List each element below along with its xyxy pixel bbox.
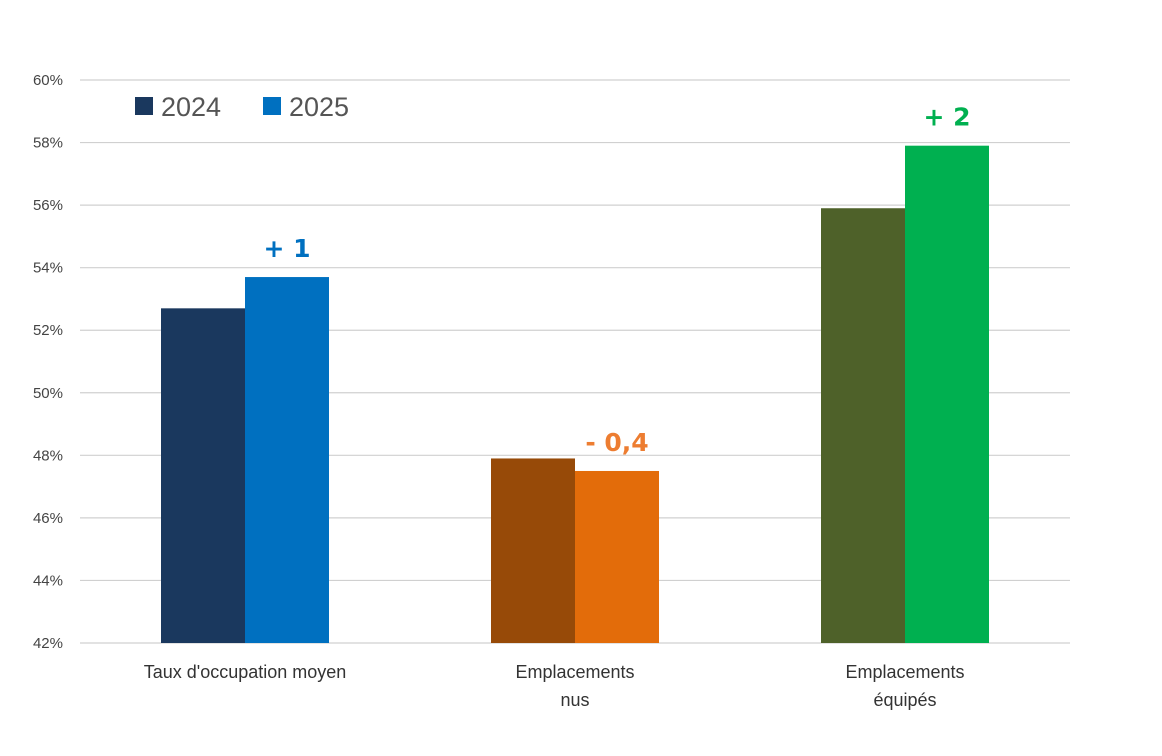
delta-annotation: + 1 [263, 234, 310, 263]
x-category-label: équipés [873, 690, 936, 710]
delta-annotation: + 2 [923, 103, 970, 132]
bar-2025-0 [245, 277, 329, 643]
y-tick-label: 60% [33, 72, 63, 89]
legend-swatch-2024 [135, 97, 153, 115]
y-tick-label: 46% [33, 510, 63, 527]
legend-swatch-2025 [263, 97, 281, 115]
delta-annotations: + 1 - 0,4 + 2 [263, 103, 970, 457]
x-category-label: Emplacements [845, 662, 964, 682]
legend-label-2024: 2024 [161, 92, 221, 122]
legend: 2024 2025 [135, 92, 349, 122]
y-tick-label: 54% [33, 260, 63, 277]
y-tick-label: 42% [33, 635, 63, 652]
y-tick-label: 50% [33, 385, 63, 402]
x-category-label: nus [560, 690, 589, 710]
y-tick-label: 48% [33, 447, 63, 464]
delta-annotation: - 0,4 [585, 428, 648, 457]
bar-2024-2 [821, 208, 905, 643]
x-category-label: Taux d'occupation moyen [144, 662, 347, 682]
bar-2024-0 [161, 308, 245, 643]
y-tick-label: 56% [33, 197, 63, 214]
bar-2025-1 [575, 470, 659, 643]
x-category-label: Emplacements [515, 662, 634, 682]
bars [161, 145, 989, 643]
y-tick-label: 52% [33, 322, 63, 339]
y-tick-label: 58% [33, 135, 63, 152]
y-axis-ticks: 42% 44% 46% 48% 50% 52% 54% 56% 58% 60% [33, 72, 63, 652]
x-axis-labels: Taux d'occupation moyen Emplacements nus Em… [144, 662, 965, 710]
bar-2024-1 [491, 458, 575, 643]
y-tick-label: 44% [33, 572, 63, 589]
legend-label-2025: 2025 [289, 92, 349, 122]
bar-2025-2 [905, 145, 989, 643]
